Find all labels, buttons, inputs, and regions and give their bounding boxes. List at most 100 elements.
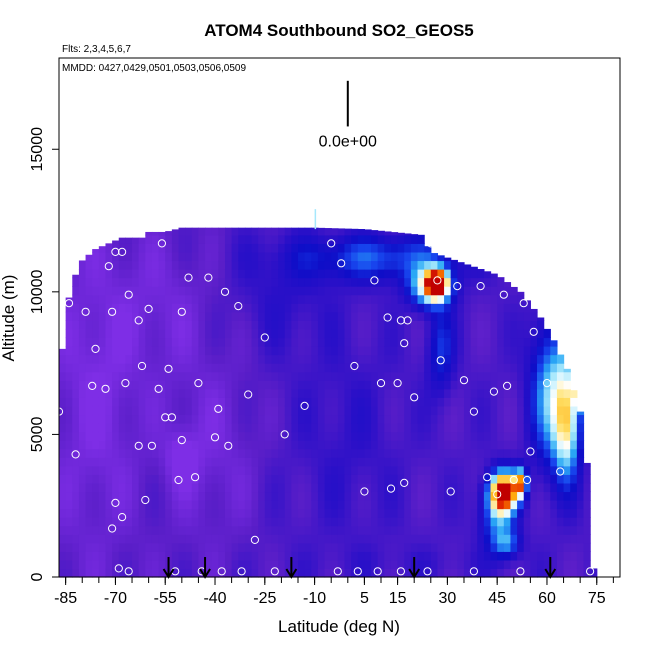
- heatmap-cell: [351, 320, 359, 330]
- heatmap-cell: [463, 465, 472, 475]
- heatmap-cell: [311, 423, 319, 433]
- heatmap-cell: [576, 500, 585, 510]
- heatmap-cell: [364, 371, 372, 381]
- heatmap-cell: [583, 474, 591, 484]
- heatmap-cell: [171, 251, 180, 262]
- heatmap-cell: [132, 508, 140, 518]
- heatmap-cell: [59, 508, 67, 518]
- heatmap-cell: [132, 320, 140, 330]
- heatmap-cell: [78, 397, 87, 407]
- heatmap-cell: [317, 508, 326, 518]
- heatmap-cell: [357, 500, 365, 510]
- heatmap-cell: [191, 363, 200, 373]
- y-tick-label: 10000: [29, 269, 46, 314]
- heatmap-cell: [483, 363, 492, 373]
- heatmap-cell: [351, 525, 359, 535]
- heatmap-cell: [244, 380, 253, 390]
- heatmap-cell: [537, 525, 545, 535]
- heatmap-cell: [311, 251, 319, 262]
- heatmap-cell: [205, 371, 213, 381]
- heatmap-cell: [483, 465, 492, 475]
- heatmap-cell: [463, 559, 472, 570]
- heatmap-cell: [417, 371, 425, 381]
- heatmap-cell: [463, 311, 472, 321]
- heatmap-cell: [231, 260, 239, 270]
- observation-point: [64, 299, 74, 308]
- heatmap-cell: [298, 405, 306, 416]
- heatmap-cell: [171, 551, 180, 561]
- y-axis-label: Altitude (m): [0, 275, 18, 362]
- heatmap-cell: [244, 277, 253, 287]
- heatmap-cell: [377, 354, 385, 364]
- heatmap-cell: [238, 525, 246, 535]
- heatmap-cell: [344, 337, 352, 347]
- heatmap-cell: [344, 525, 352, 535]
- heatmap-cell: [384, 534, 392, 544]
- heatmap-cell: [78, 423, 87, 433]
- heatmap-cell: [191, 277, 200, 287]
- heatmap-cell: [377, 328, 385, 339]
- heatmap-cell: [185, 371, 193, 381]
- heatmap-cell: [543, 474, 551, 484]
- heatmap-cell: [324, 303, 332, 313]
- heatmap-cell: [105, 405, 113, 416]
- heatmap-cell: [317, 363, 326, 373]
- heatmap-cell: [450, 568, 458, 578]
- heatmap-cell: [151, 380, 160, 390]
- heatmap-cell: [397, 465, 405, 475]
- heatmap-cell: [271, 500, 279, 510]
- heatmap-cell: [483, 525, 492, 535]
- heatmap-cell: [377, 346, 385, 356]
- heatmap-cell: [218, 260, 226, 270]
- heatmap-cell: [463, 269, 472, 279]
- heatmap-cell: [105, 251, 113, 262]
- heatmap-cell: [537, 337, 545, 347]
- heatmap-cell: [138, 525, 146, 535]
- heatmap-cell: [337, 534, 346, 544]
- heatmap-cell: [317, 234, 326, 244]
- heatmap-cell: [337, 260, 346, 270]
- heatmap-cell: [331, 500, 339, 510]
- heatmap-cell: [344, 303, 352, 313]
- heatmap-cell: [390, 311, 399, 321]
- heatmap-cell: [444, 508, 452, 518]
- heatmap-cell: [331, 397, 339, 407]
- heatmap-cell: [424, 260, 432, 270]
- heatmap-cell: [98, 363, 107, 373]
- heatmap-cell: [450, 354, 458, 364]
- heatmap-cell: [404, 397, 412, 407]
- observation-point: [121, 379, 130, 388]
- heatmap-cell: [463, 431, 472, 441]
- heatmap-cell: [271, 423, 279, 433]
- heatmap-cell: [132, 491, 140, 501]
- heatmap-cell: [324, 294, 332, 304]
- heatmap-cell: [410, 363, 419, 373]
- heatmap-cell: [258, 234, 266, 244]
- heatmap-cell: [98, 457, 107, 467]
- heatmap-cell: [570, 390, 578, 398]
- heatmap-cell: [218, 311, 226, 321]
- heatmap-cell: [357, 286, 365, 296]
- heatmap-cell: [244, 346, 253, 356]
- heatmap-cell: [437, 551, 445, 561]
- heatmap-cell: [158, 440, 166, 450]
- heatmap-cell: [284, 414, 292, 424]
- heatmap-cell: [72, 286, 80, 296]
- heatmap-cell: [151, 234, 160, 244]
- heatmap-cell: [470, 517, 478, 527]
- heatmap-cell: [477, 568, 485, 578]
- heatmap-cell: [284, 559, 292, 570]
- heatmap-cell: [105, 542, 113, 552]
- heatmap-cell: [317, 491, 326, 501]
- heatmap-cell: [264, 431, 273, 441]
- heatmap-cell: [530, 525, 538, 535]
- heatmap-cell: [311, 500, 319, 510]
- heatmap-cell: [98, 277, 107, 287]
- heatmap-cell: [497, 371, 505, 381]
- heatmap-cell: [72, 465, 80, 475]
- heatmap-cell: [324, 234, 332, 244]
- heatmap-cell: [444, 260, 452, 270]
- heatmap-cell: [331, 491, 339, 501]
- heatmap-cell: [251, 311, 259, 321]
